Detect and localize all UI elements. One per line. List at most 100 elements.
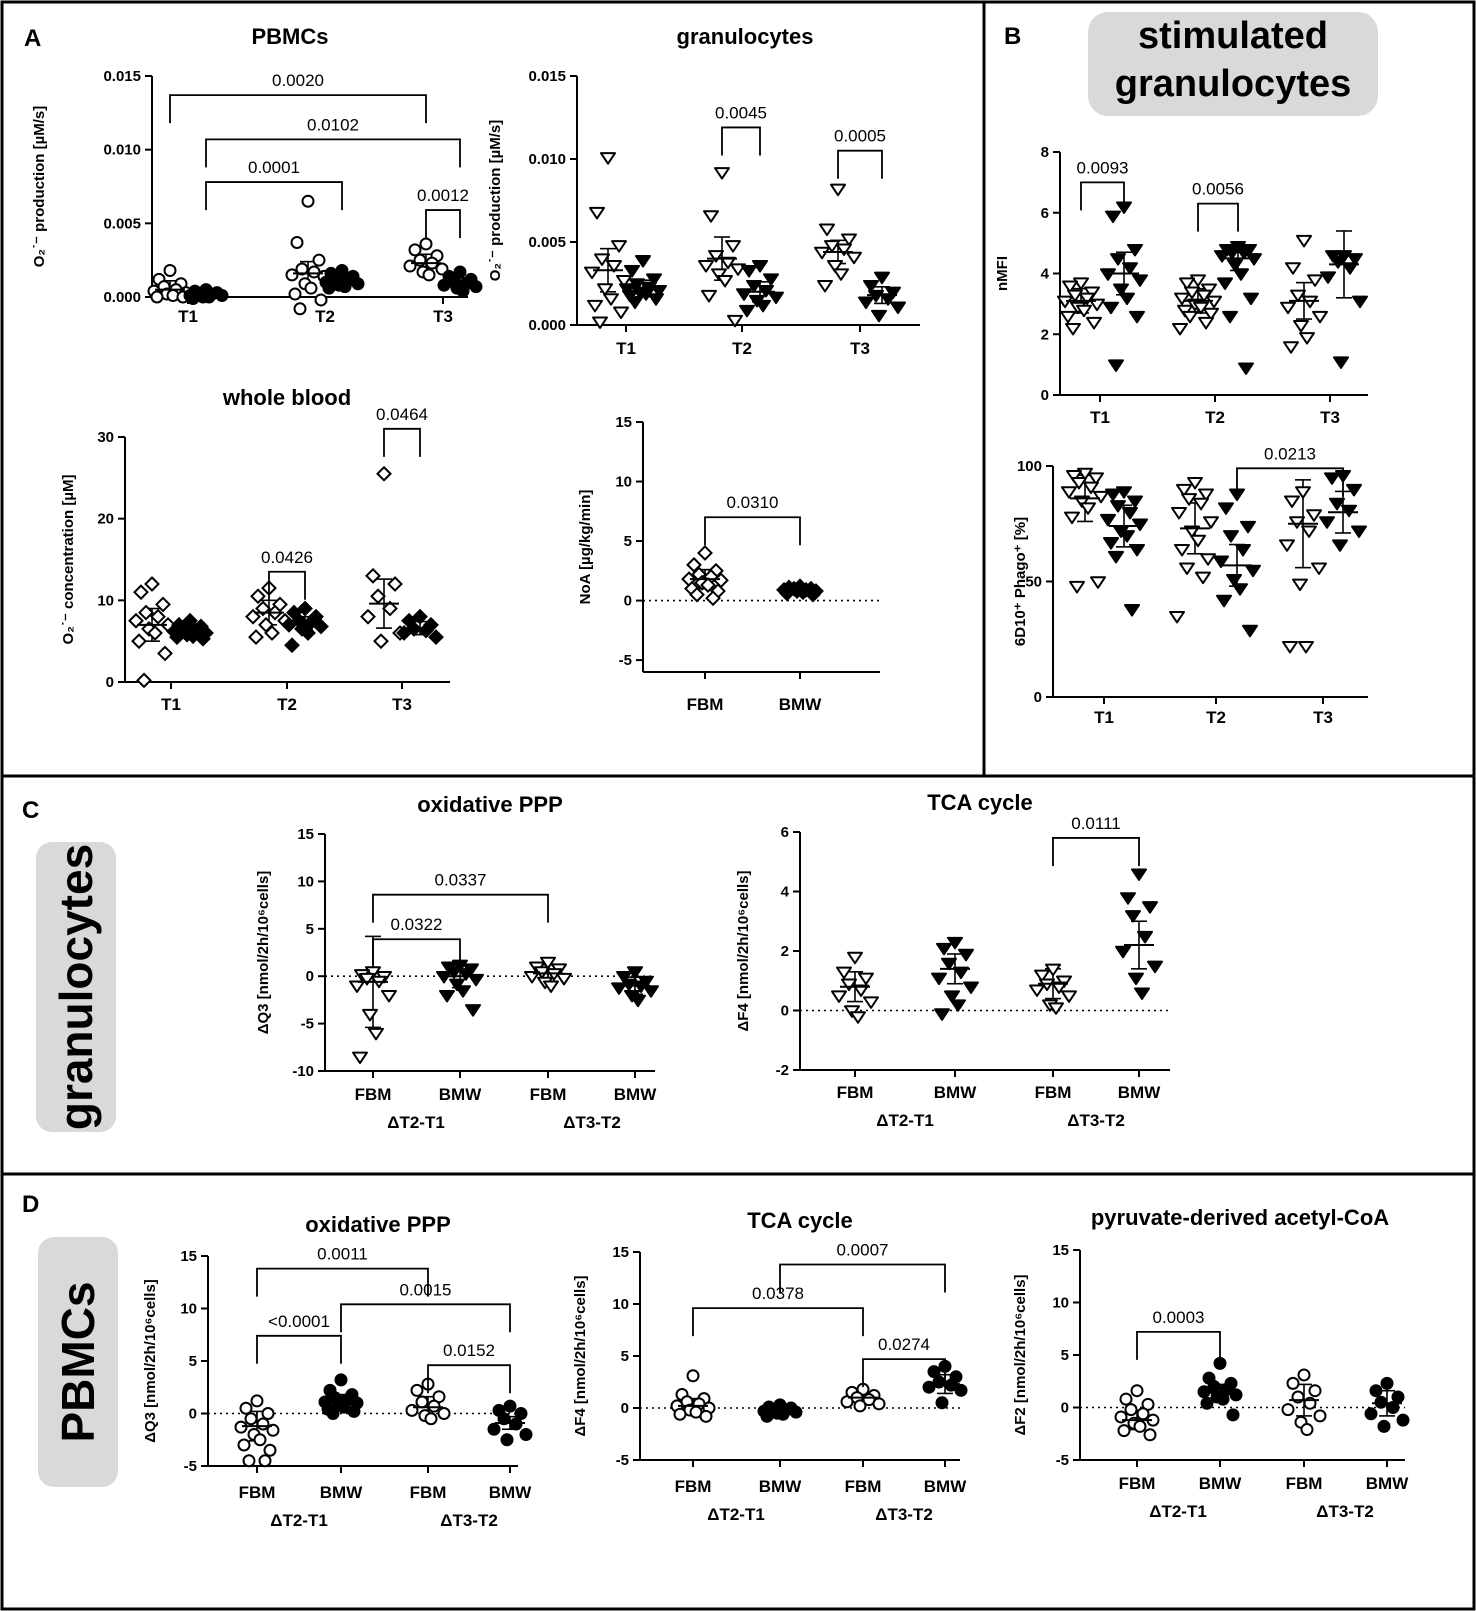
significance-bracket: 0.0003 [1136,1308,1221,1360]
data-point-filled-circle [1374,1395,1388,1409]
data-point-filled-triangle [1226,573,1242,587]
data-point-filled-triangle [1320,271,1336,284]
data-point-open-diamond [138,604,154,621]
data-group [1115,868,1163,1000]
significance-bracket: 0.0102 [205,115,461,168]
y-tick-label: 10 [1052,1295,1069,1312]
data-point-open-triangle [1034,969,1050,983]
bracket-line [372,893,549,923]
bracket-line [425,209,461,239]
data-point-filled-triangle [874,271,890,285]
p-value-label: 0.0056 [1192,180,1244,199]
data-point-open-triangle [1048,1002,1064,1015]
p-value-label: 0.0045 [715,103,767,122]
p-value-label: 0.0001 [248,158,300,177]
data-group [611,966,659,1008]
data-point-open-diamond [700,577,716,594]
data-point-filled-triangle [1119,292,1135,306]
tag-text: PBMCs [52,1281,104,1442]
data-point-open-triangle [1179,277,1195,290]
panel-label-c: C [22,797,39,824]
data-point-filled-triangle [439,989,455,1003]
data-point-open-triangle [841,978,857,992]
data-point-filled-triangle [1124,604,1140,617]
data-point-filled-triangle [1142,901,1158,914]
data-point-filled-triangle [1122,262,1138,275]
significance-bracket: 0.0007 [779,1240,946,1293]
data-point-open-triangle [858,972,874,986]
data-point-open-diamond [147,625,163,641]
y-tick-label: 30 [97,429,114,446]
data-point-open-triangle [1086,316,1102,330]
x-group-label: ΔT3-T2 [440,1511,498,1530]
data-group [619,255,667,310]
data-point-open-diamond [144,576,160,592]
y-axis-label: NoA [µg/kg/min] [577,490,594,605]
tag-background [1088,12,1378,116]
y-tick-label: 15 [612,1244,629,1261]
x-category-label: T3 [433,307,453,326]
y-axis-label: O₂˙⁻ production [µM/s] [31,106,48,268]
data-point-open-triangle [711,268,727,281]
data-point-filled-triangle [1232,583,1248,596]
y-tick-label: 0 [106,674,114,691]
data-point-filled-triangle [1216,594,1232,608]
data-point-filled-triangle [1110,253,1126,266]
p-value-label: 0.0464 [376,405,428,424]
data-point-filled-circle [1197,1385,1211,1399]
data-group [1279,479,1327,654]
data-point-filled-triangle [455,985,471,998]
data-point-open-triangle [1206,295,1222,309]
data-point-filled-triangle [1110,500,1126,513]
data-point-filled-triangle [1103,537,1119,550]
data-point-filled-circle [1226,1408,1240,1422]
data-point-filled-triangle [1115,945,1131,959]
data-point-filled-circle [322,281,336,295]
x-category-label: FBM [410,1483,447,1502]
data-group [1114,1384,1160,1442]
y-tick-label: 0.010 [103,142,141,159]
data-point-filled-triangle [1233,268,1249,281]
data-point-filled-diamond [297,600,313,617]
data-point-open-triangle [616,274,632,288]
data-point-open-triangle [1181,493,1197,506]
data-group [1100,201,1148,372]
data-point-filled-diamond [412,608,428,625]
data-point-filled-triangle [619,283,635,296]
data-point-open-circle [437,1407,451,1420]
data-point-filled-triangle [1223,530,1239,543]
y-tick-label: 15 [615,414,632,431]
chart-a3: whole blood 0 10 20 30 O₂˙⁻ concentration [µM… [60,385,450,714]
data-point-open-circle [1281,1403,1295,1417]
data-point-filled-triangle [1108,550,1124,564]
data-point-filled-circle [1216,1392,1230,1406]
data-point-filled-triangle [1147,960,1163,974]
data-point-open-triangle [701,289,717,303]
data-point-open-circle [422,268,436,282]
data-point-filled-circle [1380,1376,1394,1390]
significance-bracket: 0.0152 [427,1341,511,1394]
data-point-open-triangle [1285,262,1301,275]
data-point-open-circle [301,194,315,208]
data-point-open-triangle [1179,562,1195,575]
data-point-filled-triangle [950,999,966,1012]
data-point-filled-circle [1369,1384,1383,1398]
data-point-filled-circle [1364,1407,1378,1421]
x-category-label: BMW [1199,1474,1242,1493]
x-category-label: T3 [392,695,412,714]
significance-bracket: 0.0111 [1052,814,1140,866]
data-point-open-circle [1143,1428,1157,1442]
data-point-open-triangle [1299,332,1315,345]
p-value-label: 0.0020 [272,71,324,90]
p-value-label: 0.0003 [1153,1308,1205,1327]
data-point-open-triangle [1280,301,1296,315]
y-axis-label: ΔQ3 [nmol/2h/10⁶cells] [142,1279,159,1443]
x-group-label: ΔT2-T1 [387,1113,445,1132]
x-category-label: FBM [837,1083,874,1102]
significance-bracket: 0.0322 [372,915,461,968]
bracket-line [427,1364,511,1394]
data-point-open-triangle [597,283,613,296]
data-group [1364,1376,1410,1433]
tag-text: granulocytes [50,844,102,1130]
data-point-filled-triangle [1218,502,1234,515]
